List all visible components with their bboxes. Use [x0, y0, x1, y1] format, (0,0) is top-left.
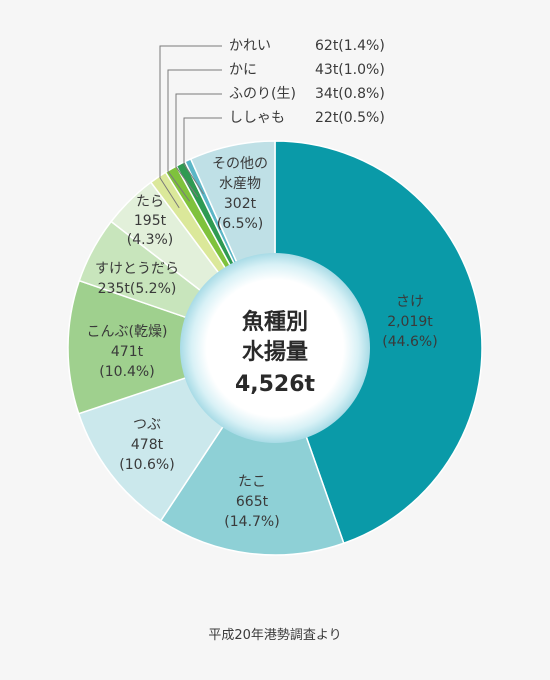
callout-line-8 — [175, 93, 222, 198]
callout-shishamo-name: ししゃも — [229, 110, 285, 126]
callout-line-6 — [159, 45, 222, 209]
label-tsubu-value: 478t — [131, 437, 164, 453]
callout-karei-value: 62t(1.4%) — [315, 38, 385, 54]
callout-lines — [159, 45, 222, 209]
label-tara-value: 195t — [134, 213, 167, 229]
label-sake-pct: (44.6%) — [382, 334, 437, 350]
pie-slice-0 — [274, 140, 483, 545]
label-sonota-pct: (6.5%) — [217, 216, 264, 232]
callout-funori-value: 34t(0.8%) — [315, 86, 385, 102]
pie-slice-1 — [159, 346, 345, 556]
label-suketou-value: 235t(5.2%) — [98, 281, 177, 297]
callout-kani-value: 43t(1.0%) — [315, 62, 385, 78]
callout-shishamo-value: 22t(0.5%) — [315, 110, 385, 126]
center-hub — [180, 253, 370, 443]
label-sonota-name-2: 水産物 — [219, 176, 261, 192]
callout-line-9 — [183, 117, 222, 195]
label-konbu-value: 471t — [111, 344, 144, 360]
label-sake-value: 2,019t — [387, 314, 433, 330]
pie-slice-3 — [67, 279, 278, 415]
label-konbu-pct: (10.4%) — [99, 364, 154, 380]
callout-kani-name: かに — [229, 62, 257, 78]
label-tara-name: たら — [136, 194, 164, 210]
label-tako-pct: (14.7%) — [224, 514, 279, 530]
center-label: 魚種別 水揚量 4,526t — [235, 309, 316, 397]
label-tsubu-name: つぶ — [133, 417, 161, 433]
source-note: 平成20年港勢調査より — [208, 628, 342, 643]
center-label-line2: 水揚量 — [242, 339, 308, 365]
label-tako-name: たこ — [238, 474, 266, 490]
label-konbu-name: こんぶ(乾燥) — [87, 324, 168, 340]
callout-line-7 — [167, 69, 222, 202]
callout-funori-name: ふのり(生) — [229, 86, 296, 102]
callout-labels: かれい 62t(1.4%) かに 43t(1.0%) ふのり(生) 34t(0.… — [229, 38, 385, 126]
label-tako-value: 665t — [236, 494, 269, 510]
label-tsubu-pct: (10.6%) — [119, 457, 174, 473]
center-label-total: 4,526t — [235, 372, 316, 397]
slice-labels: さけ 2,019t (44.6%) たこ 665t (14.7%) つぶ 478… — [87, 156, 438, 530]
label-sake-name: さけ — [396, 294, 424, 310]
callout-karei-name: かれい — [229, 38, 271, 54]
label-sonota-value: 302t — [224, 196, 257, 212]
center-label-line1: 魚種別 — [242, 309, 308, 335]
label-suketou-name: すけとうだら — [95, 261, 179, 277]
label-tara-pct: (4.3%) — [127, 232, 174, 248]
label-sonota-name-1: その他の — [212, 156, 268, 172]
